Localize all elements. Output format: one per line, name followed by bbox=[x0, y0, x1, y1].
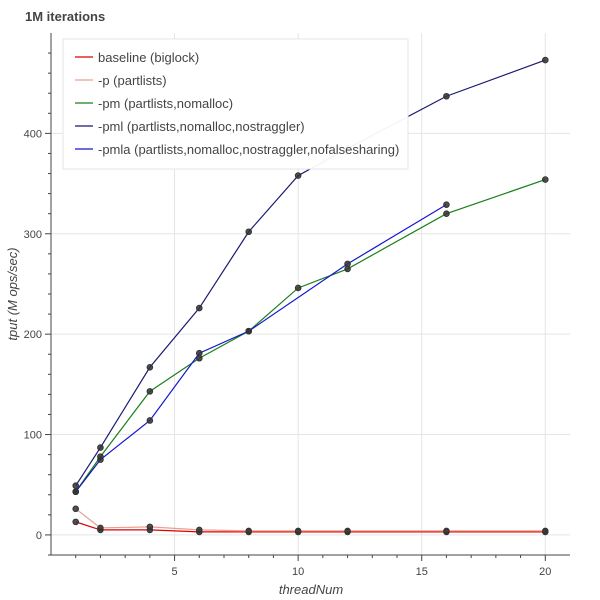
data-point bbox=[245, 228, 253, 236]
data-point bbox=[443, 92, 450, 100]
data-point bbox=[344, 260, 351, 268]
series-line bbox=[75, 178, 546, 493]
x-ticks: 5 10 15 20 bbox=[75, 555, 551, 578]
data-point bbox=[97, 444, 104, 451]
data-point bbox=[443, 210, 450, 217]
series-lines bbox=[72, 56, 549, 536]
data-point bbox=[97, 524, 104, 532]
data-point bbox=[146, 523, 154, 531]
data-point bbox=[294, 172, 302, 179]
data-point bbox=[294, 284, 302, 292]
series-2 bbox=[72, 176, 549, 496]
data-point bbox=[72, 518, 80, 526]
x-axis-label: threadNum bbox=[279, 582, 343, 597]
y-tick-label: 0 bbox=[36, 530, 42, 542]
data-point bbox=[443, 201, 450, 208]
data-point bbox=[344, 527, 351, 535]
series-line bbox=[75, 508, 546, 532]
y-tick-label: 400 bbox=[24, 128, 42, 140]
x-tick-label: 20 bbox=[539, 566, 551, 578]
series-4 bbox=[72, 201, 450, 496]
legend-label: -pml (partlists,nomalloc,nostraggler) bbox=[98, 119, 305, 134]
data-point bbox=[541, 176, 549, 183]
data-point bbox=[541, 527, 549, 535]
data-point bbox=[195, 304, 203, 312]
x-tick-label: 15 bbox=[416, 566, 428, 578]
data-point bbox=[245, 327, 253, 335]
legend-label: -p (partlists) bbox=[98, 73, 167, 88]
legend-label: baseline (biglock) bbox=[98, 50, 199, 65]
y-axis-label: tput (M ops/sec) bbox=[5, 247, 20, 340]
x-tick-label: 10 bbox=[292, 566, 304, 578]
data-point bbox=[195, 526, 203, 534]
y-tick-label: 100 bbox=[24, 430, 42, 442]
data-point bbox=[294, 527, 302, 535]
x-tick-label: 5 bbox=[172, 566, 178, 578]
data-point bbox=[146, 388, 154, 395]
data-point bbox=[146, 417, 154, 424]
data-point bbox=[195, 349, 203, 357]
legend: baseline (biglock) -p (partlists) -pm (par… bbox=[62, 38, 409, 170]
data-point bbox=[72, 482, 80, 490]
legend-box bbox=[62, 38, 409, 170]
data-point bbox=[541, 56, 549, 64]
y-tick-label: 300 bbox=[24, 229, 42, 241]
data-point bbox=[146, 363, 154, 371]
series-line bbox=[75, 204, 447, 493]
series-1 bbox=[72, 505, 549, 535]
data-point bbox=[72, 488, 80, 496]
data-point bbox=[245, 527, 253, 535]
data-point bbox=[72, 505, 80, 513]
y-tick-label: 200 bbox=[24, 329, 42, 341]
legend-label: -pm (partlists,nomalloc) bbox=[98, 96, 233, 111]
legend-label: -pmla (partlists,nomalloc,nostraggler,no… bbox=[98, 142, 399, 157]
y-ticks: 0 100 200 300 400 bbox=[24, 52, 51, 556]
chart-title: 1M iterations bbox=[25, 9, 105, 24]
data-point bbox=[97, 456, 104, 463]
data-point bbox=[443, 527, 450, 535]
